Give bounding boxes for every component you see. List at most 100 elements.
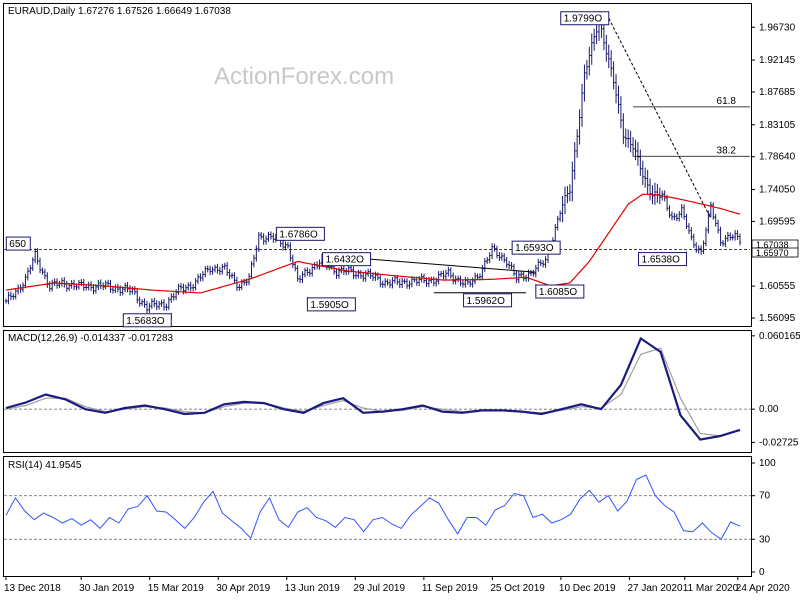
rsi-tick-label: 70: [759, 491, 771, 502]
price-bar: [459, 275, 462, 287]
price-bar: [585, 59, 589, 80]
price-bar: [690, 227, 693, 241]
price-bar: [685, 213, 688, 229]
price-bar: [294, 261, 297, 272]
price-bar: [539, 259, 542, 267]
price-bar: [573, 142, 576, 180]
price-bar: [588, 46, 591, 76]
price-tick-label: 1.60555: [759, 281, 796, 292]
price-bar: [252, 254, 256, 268]
price-bar: [716, 219, 720, 234]
price-bar: [617, 85, 620, 114]
price-bar: [298, 275, 302, 284]
price-bar: [605, 34, 608, 62]
level-box: [5, 236, 31, 251]
price-bar: [507, 261, 511, 270]
price-bar: [607, 44, 610, 69]
price-bar: [515, 270, 518, 284]
price-bar: [267, 231, 270, 242]
price-bar: [359, 270, 363, 279]
price-bar: [140, 299, 144, 306]
level-label: 1.9799O: [564, 14, 603, 25]
price-bar: [449, 267, 452, 279]
price-bar: [726, 231, 730, 242]
price-bar: [680, 204, 683, 218]
level-label: 1.5962O: [467, 296, 506, 307]
price-bar: [114, 284, 117, 293]
price-bar: [196, 273, 200, 285]
price-bar: [405, 278, 409, 289]
price-bar: [383, 278, 387, 288]
price-bar: [512, 263, 516, 277]
level-box: [122, 313, 172, 328]
price-bar: [668, 205, 671, 219]
price-bar: [724, 234, 727, 248]
price-bar: [641, 160, 644, 185]
price-bar: [614, 74, 618, 104]
price-bar: [534, 264, 538, 278]
price-bar: [167, 297, 171, 310]
current-price-label: 1.67038: [756, 240, 789, 250]
price-tick-label: 1.78640: [759, 152, 796, 163]
price-bar: [7, 291, 10, 305]
price-bar: [495, 245, 499, 259]
price-bar: [38, 257, 42, 274]
level-label: 650: [9, 239, 26, 250]
current-price-label: 1.65970: [756, 248, 789, 258]
price-bar: [461, 279, 465, 288]
price-bar: [301, 271, 304, 283]
price-bar: [444, 269, 448, 280]
level-label: 1.6432O: [326, 255, 365, 266]
price-bar: [182, 283, 185, 295]
price-bar: [619, 96, 623, 129]
price-bar: [602, 21, 606, 51]
level-box: [638, 252, 688, 267]
price-bar: [629, 130, 632, 153]
moving-average-line: [5, 193, 741, 294]
rsi-line: [5, 474, 741, 541]
price-bar: [432, 276, 435, 287]
price-bar: [165, 303, 168, 311]
price-bar: [296, 265, 299, 282]
price-bar: [648, 178, 652, 201]
price-bar: [731, 234, 734, 241]
price-bar: [493, 243, 496, 252]
price-bar: [712, 202, 715, 220]
price-tick-label: 1.56095: [759, 313, 796, 324]
price-bar: [284, 241, 287, 251]
macd-line: [5, 336, 741, 441]
price-bar: [529, 269, 533, 276]
price-layer: 61.8 38.2 1.9799O 1.6786O 1.6432O 1.6593O 1.65…: [4, 11, 750, 328]
price-bar: [473, 272, 477, 285]
trendline-upper: [370, 258, 536, 273]
x-tick-label: 30 Apr 2019: [216, 583, 270, 594]
price-bar: [172, 292, 175, 301]
price-bar: [111, 286, 115, 294]
price-bar: [612, 61, 615, 90]
price-bar: [653, 182, 657, 205]
x-tick-label: 11 Sep 2019: [422, 583, 478, 594]
x-tick-label: 15 Mar 2019: [148, 583, 205, 594]
price-bar: [345, 267, 348, 276]
price-bar: [379, 274, 382, 288]
price-bar: [257, 232, 260, 252]
price-bar: [311, 264, 314, 277]
price-tick-label: 1.74050: [759, 185, 796, 196]
price-bar: [291, 254, 294, 269]
level-label: 1.6593O: [515, 243, 554, 254]
price-bar: [72, 279, 76, 291]
x-tick-label: 24 Apr 2020: [736, 583, 790, 594]
price-tick-label: 1.92145: [759, 55, 796, 66]
trendline-dashed: [608, 18, 712, 219]
price-bar: [162, 299, 166, 311]
price-bar: [673, 212, 676, 221]
price-bar: [452, 272, 455, 285]
price-bar: [471, 277, 474, 288]
price-bar: [566, 186, 569, 204]
price-bar: [430, 276, 433, 284]
price-bar: [403, 278, 406, 285]
price-bar: [563, 186, 567, 215]
price-bar: [53, 278, 56, 286]
price-bar: [626, 129, 630, 148]
